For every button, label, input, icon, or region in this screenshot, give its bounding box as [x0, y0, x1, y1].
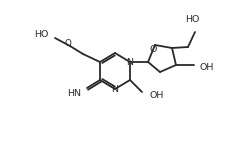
Text: OH: OH	[200, 62, 214, 72]
Text: N: N	[111, 84, 118, 93]
Text: HO: HO	[34, 30, 48, 38]
Text: HO: HO	[185, 15, 199, 24]
Text: O: O	[149, 44, 157, 54]
Text: OH: OH	[149, 91, 163, 101]
Text: HN: HN	[67, 88, 81, 98]
Text: O: O	[65, 38, 72, 48]
Text: N: N	[126, 58, 134, 66]
